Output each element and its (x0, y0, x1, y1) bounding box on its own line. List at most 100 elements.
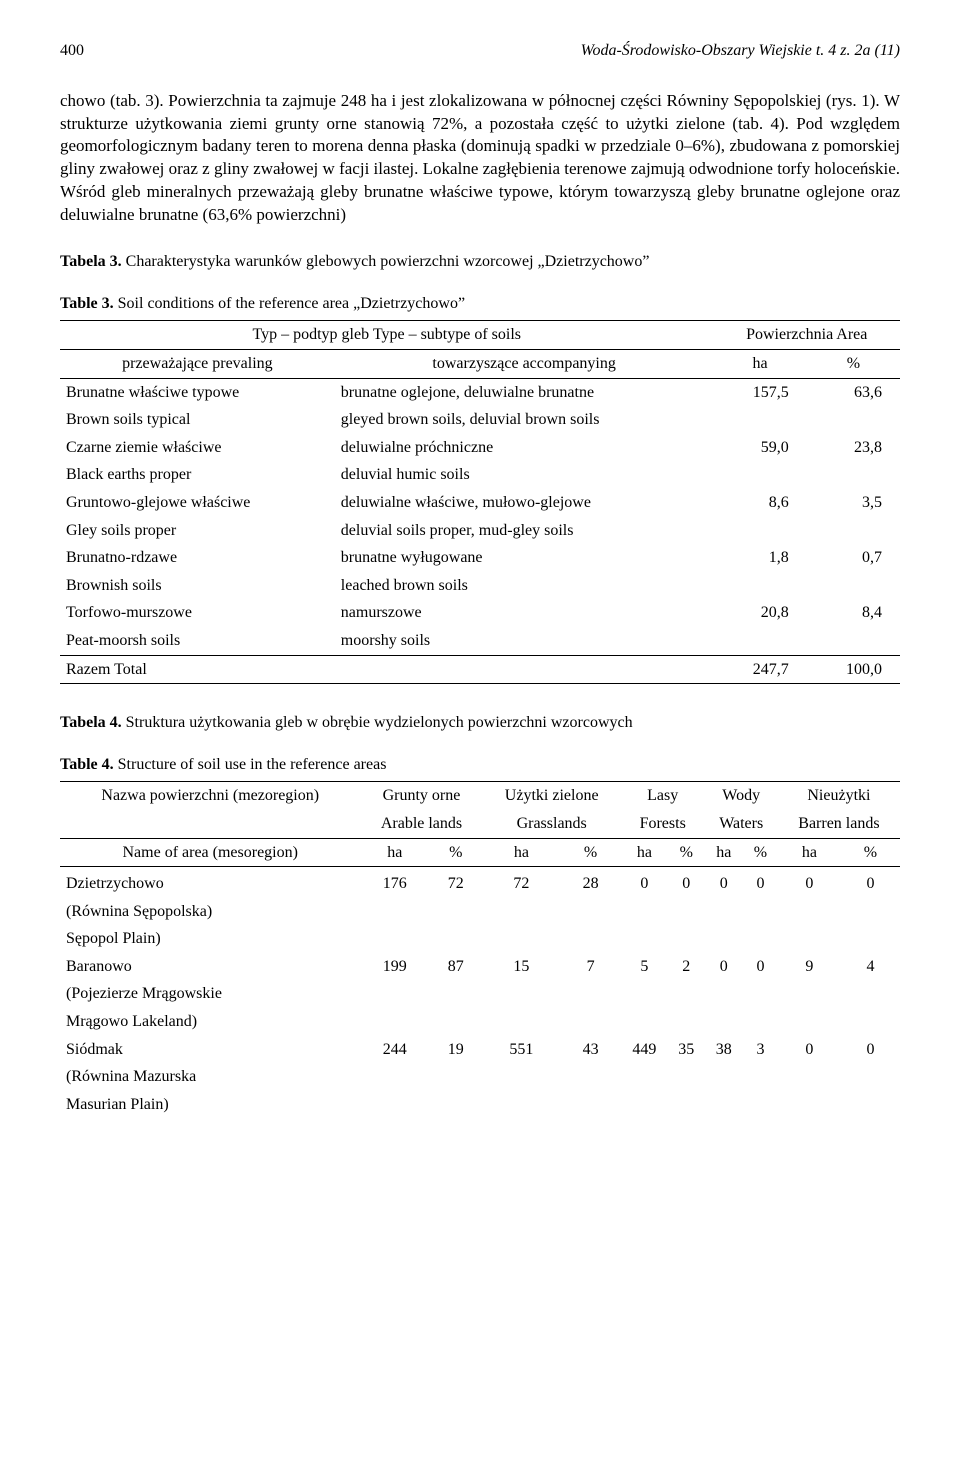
t4-col-pl: Grunty orne (360, 782, 482, 810)
table-row: Brunatne właściwe typowebrunatne oglejon… (60, 378, 900, 406)
table-row: Dzietrzychowo176727228000000 (60, 867, 900, 898)
t4-sub-ha: ha (778, 838, 841, 867)
t3-head-ha: ha (713, 350, 806, 379)
table3-caption-pl-text: Charakterystyka warunków glebowych powie… (122, 253, 650, 270)
t3-prev-pl: Czarne ziemie właściwe (60, 434, 335, 462)
t4-val: 449 (621, 1036, 668, 1064)
t4-val: 244 (360, 1036, 429, 1064)
t4-col-pl: Lasy (621, 782, 705, 810)
table-row: Siódmak24419551434493538300 (60, 1036, 900, 1064)
t4-val: 0 (668, 867, 705, 898)
t3-ha: 20,8 (713, 599, 806, 627)
t4-head-name-en: Name of area (mesoregion) (60, 838, 360, 867)
t4-name-sub: (Równina Mazurska (60, 1063, 360, 1091)
t4-sub-ha: ha (360, 838, 429, 867)
t4-val: 176 (360, 867, 429, 898)
t3-total-label: Razem Total (60, 655, 713, 684)
journal-title: Woda-Środowisko-Obszary Wiejskie t. 4 z.… (581, 40, 900, 62)
t4-name: Dzietrzychowo (60, 867, 360, 898)
table4-caption-en-text: Structure of soil use in the reference a… (114, 756, 387, 773)
t3-head-type: Typ – podtyp gleb Type – subtype of soil… (60, 321, 713, 350)
t3-prev-pl: Torfowo-murszowe (60, 599, 335, 627)
t4-val: 72 (483, 867, 561, 898)
table3: Typ – podtyp gleb Type – subtype of soil… (60, 320, 900, 684)
t4-col-en: Waters (705, 810, 778, 838)
t4-sub-pct: % (560, 838, 621, 867)
t4-col-pl: Użytki zielone (483, 782, 621, 810)
t4-col-en: Grasslands (483, 810, 621, 838)
t3-prev-en: Brownish soils (60, 572, 335, 600)
table3-caption-en: Table 3. Soil conditions of the referenc… (60, 293, 900, 315)
t4-val: 0 (778, 867, 841, 898)
t4-val: 5 (621, 953, 668, 981)
t4-name-sub: (Pojezierze Mrągowskie (60, 980, 360, 1008)
t4-sub-pct: % (841, 838, 900, 867)
table4-label-en: Table 4. (60, 756, 114, 773)
t4-val: 0 (621, 867, 668, 898)
t3-prev-en: Gley soils proper (60, 517, 335, 545)
table-row: Baranowo19987157520094 (60, 953, 900, 981)
t4-val: 43 (560, 1036, 621, 1064)
t4-val: 199 (360, 953, 429, 981)
t3-pct: 63,6 (807, 378, 900, 406)
t3-ha: 8,6 (713, 489, 806, 517)
t4-val: 0 (841, 1036, 900, 1064)
t4-val: 0 (743, 953, 778, 981)
t3-acc-pl: brunatne oglejone, deluwialne brunatne (335, 378, 714, 406)
table-row: Czarne ziemie właściwedeluwialne próchni… (60, 434, 900, 462)
t4-sub-ha: ha (621, 838, 668, 867)
t3-acc-en: deluvial humic soils (335, 461, 714, 489)
table4-caption-pl: Tabela 4. Struktura użytkowania gleb w o… (60, 712, 900, 734)
t4-col-en: Barren lands (778, 810, 900, 838)
page-number: 400 (60, 40, 84, 62)
t4-val: 4 (841, 953, 900, 981)
t4-val: 0 (778, 1036, 841, 1064)
table-row: (Pojezierze Mrągowskie (60, 980, 900, 1008)
t4-head-name-pl: Nazwa powierzchni (mezoregion) (60, 782, 360, 838)
t4-val: 7 (560, 953, 621, 981)
t3-acc-en: moorshy soils (335, 627, 714, 655)
t3-acc-pl: brunatne wyługowane (335, 544, 714, 572)
t4-val: 87 (429, 953, 482, 981)
t3-acc-pl: deluwialne próchniczne (335, 434, 714, 462)
t4-sub-pct: % (429, 838, 482, 867)
table-row: Mrągowo Lakeland) (60, 1008, 900, 1036)
t4-name-sub: (Równina Sępopolska) (60, 898, 360, 926)
table-row: Brunatno-rdzawebrunatne wyługowane1,80,7 (60, 544, 900, 572)
page-header: 400 Woda-Środowisko-Obszary Wiejskie t. … (60, 40, 900, 62)
body-paragraph: chowo (tab. 3). Powierzchnia ta zajmuje … (60, 90, 900, 228)
t3-ha: 157,5 (713, 378, 806, 406)
table-row: Gley soils properdeluvial soils proper, … (60, 517, 900, 545)
t4-name-sub: Sępopol Plain) (60, 925, 360, 953)
t4-val: 9 (778, 953, 841, 981)
t4-sub-pct: % (668, 838, 705, 867)
t4-col-pl: Nieużytki (778, 782, 900, 810)
t3-head-prev: przeważające prevaling (60, 350, 335, 379)
t3-acc-pl: namurszowe (335, 599, 714, 627)
t4-val: 15 (483, 953, 561, 981)
t3-head-area: Powierzchnia Area (713, 321, 900, 350)
table-row: Torfowo-murszowenamurszowe20,88,4 (60, 599, 900, 627)
table3-label-en: Table 3. (60, 295, 114, 312)
t3-acc-en: gleyed brown soils, deluvial brown soils (335, 406, 714, 434)
table4-caption-pl-text: Struktura użytkowania gleb w obrębie wyd… (122, 714, 633, 731)
table3-label-pl: Tabela 3. (60, 253, 122, 270)
t4-name-sub: Masurian Plain) (60, 1091, 360, 1119)
table-row: Peat-moorsh soilsmoorshy soils (60, 627, 900, 655)
t4-val: 35 (668, 1036, 705, 1064)
t3-prev-en: Brown soils typical (60, 406, 335, 434)
t3-prev-en: Black earths proper (60, 461, 335, 489)
t4-val: 38 (705, 1036, 743, 1064)
t4-val: 3 (743, 1036, 778, 1064)
t4-col-pl: Wody (705, 782, 778, 810)
t3-total-pct: 100,0 (807, 655, 900, 684)
t4-val: 0 (743, 867, 778, 898)
t4-col-en: Arable lands (360, 810, 482, 838)
t4-val: 28 (560, 867, 621, 898)
t4-val: 551 (483, 1036, 561, 1064)
table-row: Brown soils typicalgleyed brown soils, d… (60, 406, 900, 434)
table-total-row: Razem Total247,7100,0 (60, 655, 900, 684)
t4-val: 19 (429, 1036, 482, 1064)
t3-prev-en: Peat-moorsh soils (60, 627, 335, 655)
table-row: Brownish soilsleached brown soils (60, 572, 900, 600)
